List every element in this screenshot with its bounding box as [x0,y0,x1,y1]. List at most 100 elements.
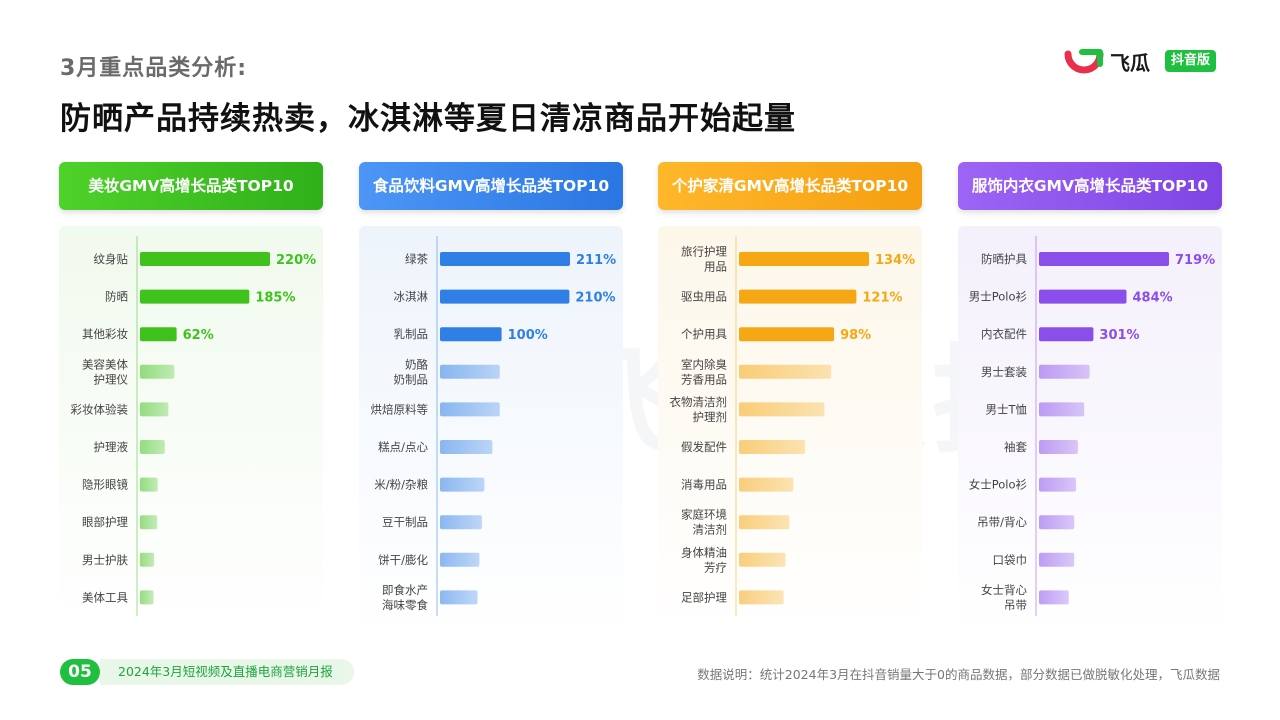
category-label: 其他彩妆 [82,327,128,341]
category-label: 内衣配件 [981,327,1027,341]
category-label: 室内除臭芳香用品 [681,357,727,386]
category-label: 男士护肤 [82,553,128,567]
bar [440,590,478,605]
value-label: 100% [508,328,548,343]
bar [440,402,500,417]
category-label: 糕点/点心 [378,440,428,454]
bar [140,289,250,304]
bar [1039,477,1077,492]
category-label: 彩妆体验装 [71,402,129,416]
chart-panel-1: 美妆GMV高增长品类TOP10 纹身贴 220% 防晒 185% 其他彩妆 62% 美容美体护… [59,162,323,636]
category-label-line: 男士T恤 [985,402,1027,416]
page-headline: 防晒产品持续热卖，冰淇淋等夏日清凉商品开始起量 [60,101,796,137]
category-label: 豆干制品 [382,515,428,529]
category-label: 口袋巾 [993,553,1028,567]
category-label-line: 身体精油 [681,545,727,559]
category-label-line: 护理剂 [693,410,728,424]
category-label-line: 糕点/点心 [378,440,428,454]
bar [140,515,158,530]
category-label: 纹身贴 [94,252,129,266]
category-label: 护理液 [94,440,129,454]
category-label-line: 冰淇淋 [394,290,429,304]
chart-body: 纹身贴 220% 防晒 185% 其他彩妆 62% 美容美体护理仪 彩妆体验装 护理液 隐形眼镜眼… [59,226,323,636]
category-label-line: 个护用具 [681,327,727,341]
category-label-line: 豆干制品 [382,515,428,529]
value-label: 301% [1099,328,1139,343]
category-label-line: 男士护肤 [82,553,128,567]
category-label-line: 男士Polo衫 [969,290,1027,304]
bar [739,552,786,567]
chart-body: 旅行护理用品 134% 驱虫用品 121% 个护用具 98% 室内除臭芳香用品 衣物清洁剂护理… [658,226,922,636]
footer-page-number: 05 [60,659,100,685]
bar [1039,289,1127,304]
bar [739,590,784,605]
bar [440,515,482,530]
category-label-line: 消毒用品 [681,478,727,492]
category-label-line: 纹身贴 [94,252,129,266]
page-kicker: 3月重点品类分析: [60,56,248,81]
value-label: 210% [575,291,615,306]
bar [1039,590,1069,605]
bar [440,327,502,342]
category-label-line: 旅行护理 [681,245,727,259]
bar [739,289,857,304]
category-label: 女士Polo衫 [969,478,1027,492]
category-label-line: 绿茶 [405,252,428,266]
chart-title: 美妆GMV高增长品类TOP10 [59,162,323,210]
bar-chart-svg: 防晒护具 719% 男士Polo衫 484% 内衣配件 301% 男士套装男士T恤袖套女士P… [969,236,1215,616]
category-label: 男士T恤 [985,402,1027,416]
category-label-line: 饼干/膨化 [378,553,428,567]
bar [739,327,835,342]
bar [140,402,169,417]
value-label: 121% [862,291,902,306]
value-label: 134% [875,253,915,268]
chart-title: 服饰内衣GMV高增长品类TOP10 [958,162,1222,210]
feigua-logo-icon [1064,49,1104,74]
bar [140,364,175,379]
logo-brand: 飞瓜 [1110,51,1150,75]
value-label: 62% [183,328,214,343]
category-label: 驱虫用品 [681,290,727,304]
category-label-line: 女士Polo衫 [969,478,1027,492]
bar [440,252,570,266]
category-label-line: 家庭环境 [681,508,727,522]
category-label: 身体精油芳疗 [681,545,727,574]
category-label-line: 吊带/背心 [977,515,1027,529]
category-label-line: 烘焙原料等 [371,402,429,416]
category-label-line: 足部护理 [681,590,727,604]
bar [1039,252,1169,266]
category-label-line: 假发配件 [681,440,727,454]
value-label: 98% [840,328,871,343]
bar [739,252,869,266]
category-label-line: 护理液 [94,440,129,454]
category-label-line: 米/粉/杂粮 [374,478,428,492]
category-label-line: 吊带 [1004,598,1027,612]
category-label: 防晒 [105,290,128,304]
category-label: 个护用具 [681,327,727,341]
value-label: 211% [576,253,616,268]
category-label-line: 内衣配件 [981,327,1027,341]
category-label-line: 防晒 [105,290,128,304]
category-label-line: 袖套 [1004,440,1027,454]
category-label-line: 口袋巾 [993,553,1028,567]
category-label-line: 驱虫用品 [681,290,727,304]
category-label-line: 隐形眼镜 [82,478,128,492]
category-label-line: 乳制品 [394,327,429,341]
footer-report-title: 2024年3月短视频及直播电商营销月报 [100,659,354,685]
value-label: 220% [276,253,316,268]
category-label: 米/粉/杂粮 [374,478,428,492]
bar [1039,515,1075,530]
category-label-line: 芳香用品 [681,372,727,386]
category-label-line: 女士背心 [981,583,1027,597]
bar [140,440,165,454]
category-label: 冰淇淋 [394,290,429,304]
category-label-line: 清洁剂 [693,523,728,537]
category-label-line: 防晒护具 [981,252,1027,266]
category-label: 假发配件 [681,440,727,454]
category-label-line: 眼部护理 [82,515,128,529]
bar [739,364,832,379]
category-label-line: 即食水产 [382,583,428,597]
category-label-line: 用品 [704,260,727,274]
bar-chart-svg: 绿茶 211% 冰淇淋 210% 乳制品 100% 奶酪奶制品烘焙原料等糕点/点心米/粉/杂… [371,236,616,616]
bar [440,477,485,492]
